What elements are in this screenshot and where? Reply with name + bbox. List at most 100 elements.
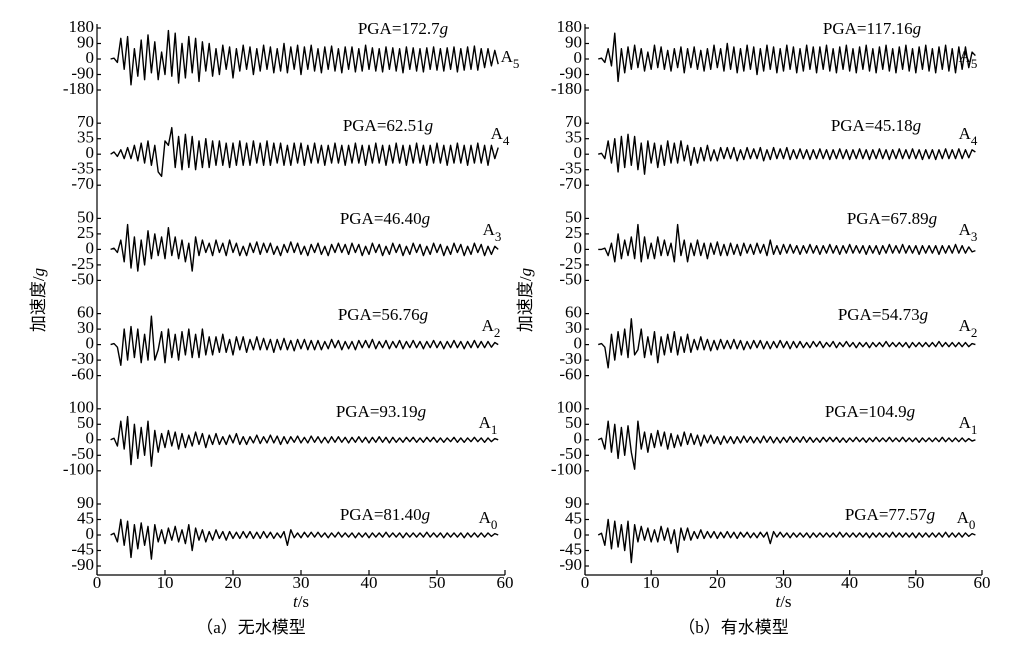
y-tick-label: 180 <box>69 17 95 36</box>
y-tick-label: -45 <box>71 539 94 558</box>
pga-annotation: PGA=77.57g <box>845 505 935 524</box>
y-tick-label: 35 <box>565 128 582 147</box>
caption: （b）有水模型 <box>678 618 789 637</box>
y-tick-label: -90 <box>559 63 582 82</box>
trace <box>598 133 976 175</box>
y-tick-label: 0 <box>574 334 583 353</box>
y-tick-label: 25 <box>565 223 582 242</box>
y-tick-label: 90 <box>77 32 94 51</box>
pga-annotation: PGA=93.19g <box>336 402 426 421</box>
pga-annotation: PGA=104.9g <box>825 402 915 421</box>
trace <box>110 223 499 272</box>
y-tick-label: 70 <box>565 112 582 131</box>
trace <box>598 223 976 263</box>
x-tick-label: 60 <box>497 573 514 592</box>
y-tick-label: -35 <box>559 159 582 178</box>
y-tick-label: -70 <box>559 174 582 193</box>
trace <box>110 315 499 366</box>
y-tick-label: 50 <box>77 413 94 432</box>
station-label: A3 <box>959 220 978 245</box>
station-label: A1 <box>479 413 498 438</box>
x-tick-label: 0 <box>581 573 590 592</box>
trace <box>598 32 976 83</box>
y-tick-label: -30 <box>559 349 582 368</box>
y-axis-label: 加速度/g <box>29 268 48 332</box>
x-tick-label: 50 <box>429 573 446 592</box>
y-tick-label: -50 <box>71 269 94 288</box>
y-tick-label: -90 <box>71 555 94 574</box>
y-tick-label: 90 <box>565 493 582 512</box>
pga-annotation: PGA=56.76g <box>338 305 428 324</box>
station-label: A5 <box>959 47 978 72</box>
y-tick-label: 50 <box>565 207 582 226</box>
x-tick-label: 60 <box>974 573 991 592</box>
y-tick-label: -45 <box>559 539 582 558</box>
x-tick-label: 50 <box>907 573 924 592</box>
y-tick-label: 35 <box>77 128 94 147</box>
y-tick-label: 60 <box>565 303 582 322</box>
x-tick-label: 0 <box>93 573 102 592</box>
y-tick-label: 30 <box>565 318 582 337</box>
trace <box>110 415 499 467</box>
trace <box>110 29 499 86</box>
station-label: A4 <box>491 124 510 149</box>
y-tick-label: 60 <box>77 303 94 322</box>
station-label: A0 <box>479 508 498 533</box>
y-tick-label: -90 <box>559 555 582 574</box>
y-tick-label: 70 <box>77 112 94 131</box>
pga-annotation: PGA=81.40g <box>340 505 430 524</box>
pga-annotation: PGA=62.51g <box>343 116 433 135</box>
trace <box>597 420 976 470</box>
x-tick-label: 20 <box>709 573 726 592</box>
y-tick-label: 0 <box>574 524 583 543</box>
y-tick-label: -180 <box>63 79 94 98</box>
y-tick-label: -100 <box>63 460 94 479</box>
x-tick-label: 10 <box>157 573 174 592</box>
y-tick-label: -70 <box>71 174 94 193</box>
y-tick-label: 100 <box>557 398 583 417</box>
x-tick-label: 40 <box>841 573 858 592</box>
trace <box>598 318 976 369</box>
y-tick-label: 0 <box>574 429 583 448</box>
caption: （a）无水模型 <box>196 618 306 637</box>
trace <box>110 126 499 178</box>
station-label: A5 <box>501 47 520 72</box>
y-tick-label: 45 <box>565 508 582 527</box>
y-tick-label: 0 <box>86 48 95 67</box>
y-tick-label: -35 <box>71 159 94 178</box>
y-tick-label: 0 <box>86 334 95 353</box>
x-tick-label: 30 <box>775 573 792 592</box>
x-tick-label: 10 <box>643 573 660 592</box>
y-tick-label: -25 <box>559 254 582 273</box>
y-tick-label: 0 <box>86 429 95 448</box>
y-tick-label: 25 <box>77 223 94 242</box>
station-label: A2 <box>959 316 978 341</box>
pga-annotation: PGA=172.7g <box>358 19 448 38</box>
station-label: A4 <box>959 124 978 149</box>
y-tick-label: -50 <box>71 444 94 463</box>
trace <box>597 518 976 564</box>
y-tick-label: 0 <box>574 143 583 162</box>
station-label: A0 <box>957 508 976 533</box>
y-tick-label: 90 <box>565 32 582 51</box>
x-tick-label: 20 <box>225 573 242 592</box>
y-tick-label: -90 <box>71 63 94 82</box>
y-tick-label: -60 <box>71 365 94 384</box>
y-tick-label: 0 <box>86 238 95 257</box>
trace <box>110 518 499 560</box>
y-tick-label: 0 <box>86 524 95 543</box>
y-tick-label: 90 <box>77 493 94 512</box>
y-tick-label: 0 <box>574 238 583 257</box>
y-tick-label: -25 <box>71 254 94 273</box>
y-tick-label: 30 <box>77 318 94 337</box>
pga-annotation: PGA=117.16g <box>823 19 921 38</box>
x-axis-label: t/s <box>293 592 309 611</box>
y-tick-label: -50 <box>559 444 582 463</box>
x-axis-label: t/s <box>775 592 791 611</box>
y-tick-label: 50 <box>77 207 94 226</box>
station-label: A1 <box>959 413 978 438</box>
station-label: A3 <box>483 220 502 245</box>
y-tick-label: -60 <box>559 365 582 384</box>
station-label: A2 <box>482 316 501 341</box>
